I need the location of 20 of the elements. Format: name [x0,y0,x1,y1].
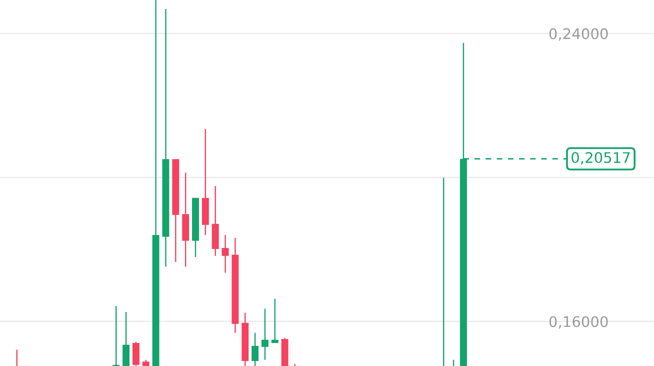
candlestick [242,312,249,366]
candlestick [212,186,219,256]
ref-line-label: 0,20517 [572,152,630,165]
candlestick [172,159,180,262]
candlestick [152,0,160,366]
candlestick [232,238,239,333]
candlestick [192,198,199,257]
y-tick-label: 0,24000 [549,28,608,41]
candlestick [122,312,130,366]
candlestick [132,342,140,366]
y-tick-label: 0,16000 [549,316,608,329]
candlestick [142,360,150,366]
candlestick [281,338,288,366]
candlestick [252,332,259,366]
candlestick [202,128,209,236]
candlestick [182,172,190,267]
candlestick [271,298,278,343]
candlestick [162,8,170,267]
candlestick [262,308,268,360]
candlestick [222,235,229,273]
